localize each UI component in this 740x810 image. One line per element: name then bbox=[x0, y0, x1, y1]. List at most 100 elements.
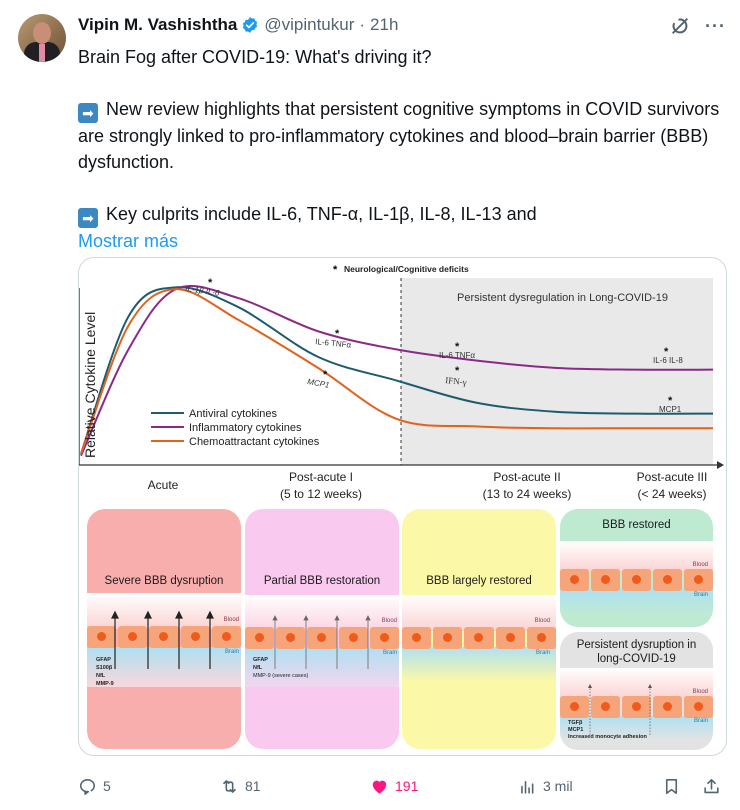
series-line-inflammatory-cytokines bbox=[80, 285, 714, 457]
panel-bbb-largely-restored: BBB largely restored Blood Brain bbox=[402, 509, 556, 749]
top-right-icons: ··· bbox=[669, 15, 726, 37]
panel-partial-bbb-restoration: Partial BBB restoration Blood Brain GFAP… bbox=[245, 509, 399, 749]
cell-nucleus bbox=[694, 702, 703, 711]
cell-nucleus bbox=[663, 575, 672, 584]
post-media-figure[interactable]: * Neurological/Cognitive deficits Persis… bbox=[78, 257, 727, 756]
share-button[interactable] bbox=[702, 772, 721, 800]
like-count: 191 bbox=[395, 778, 419, 794]
phase-range-label: (< 24 weeks) bbox=[637, 487, 706, 501]
views-button[interactable]: 3 mil bbox=[518, 772, 573, 800]
panel-title: BBB restored bbox=[602, 519, 671, 531]
brain-band bbox=[245, 647, 399, 687]
endothelial-cell bbox=[622, 569, 651, 591]
cell-nucleus bbox=[97, 632, 107, 641]
avatar-tie bbox=[39, 44, 45, 62]
endothelial-cell bbox=[560, 569, 589, 591]
endothelial-cell bbox=[180, 626, 210, 648]
endothelial-cell bbox=[245, 627, 275, 649]
cell-nucleus bbox=[601, 702, 610, 711]
panel-bbb-restored: BBB restored Blood Brain bbox=[560, 509, 713, 627]
bookmark-button[interactable] bbox=[662, 772, 681, 800]
annotation-label: IL-6 TNFα bbox=[315, 337, 352, 350]
reply-icon bbox=[79, 778, 96, 795]
marker: MCP1 bbox=[568, 727, 584, 733]
brain-band bbox=[560, 716, 713, 740]
cell-nucleus bbox=[694, 575, 703, 584]
panel-title: Partial BBB restoration bbox=[263, 575, 381, 587]
endothelial-cell bbox=[495, 627, 525, 649]
timestamp[interactable]: 21h bbox=[370, 15, 399, 34]
marker-list: GFAP S100β NfL MMP-9 bbox=[96, 656, 114, 688]
panel-title: Persistent dysruption in long-COVID-19 bbox=[560, 638, 713, 666]
brain-band bbox=[560, 589, 713, 615]
phase-range-label: (5 to 12 weeks) bbox=[280, 487, 362, 501]
blood-label: Blood bbox=[223, 617, 239, 623]
cell-nucleus bbox=[190, 632, 200, 641]
series-line-antiviral-cytokines bbox=[80, 286, 714, 455]
endothelial-cell bbox=[338, 627, 368, 649]
legend-label: Antiviral cytokines bbox=[189, 408, 278, 420]
marker: MMP-9 (severe cases) bbox=[253, 673, 309, 679]
avatar-head bbox=[33, 22, 51, 44]
legend: Antiviral cytokines Inflammatory cytokine… bbox=[151, 408, 320, 448]
endothelial-cell bbox=[402, 627, 432, 649]
blood-band bbox=[560, 541, 713, 571]
annotations: IL-1β IL-6*IL-6 TNFα*MCP1*IL-6 TNFα*IFN-… bbox=[185, 277, 684, 414]
marker-list: GFAP NfL MMP-9 (severe cases) bbox=[253, 656, 308, 680]
verified-badge-icon bbox=[243, 17, 258, 33]
endothelial-cell bbox=[369, 627, 399, 649]
display-name[interactable]: Vipin M. Vashishtha bbox=[78, 15, 238, 34]
endothelial-cell bbox=[526, 627, 556, 649]
phase-label: Acute bbox=[148, 478, 179, 492]
brain-label: Brain bbox=[535, 650, 550, 656]
repost-button[interactable]: 81 bbox=[220, 772, 261, 800]
endothelial-cell bbox=[149, 626, 179, 648]
endothelial-cell bbox=[464, 627, 494, 649]
cell-nucleus bbox=[412, 633, 422, 642]
paragraph-3-text: Key culprits include IL-6, TNF-α, IL-1β,… bbox=[106, 204, 537, 224]
panel-title-line1: Persistent dysruption in bbox=[576, 639, 697, 651]
views-count: 3 mil bbox=[543, 778, 573, 794]
deficit-star-icon: * bbox=[208, 277, 213, 289]
blood-label: Blood bbox=[692, 689, 708, 695]
marker: S100β bbox=[96, 665, 113, 671]
endothelial-cell bbox=[653, 696, 682, 718]
more-icon[interactable]: ··· bbox=[705, 16, 726, 36]
cell-nucleus bbox=[159, 632, 169, 641]
reply-button[interactable]: 5 bbox=[78, 772, 111, 800]
blood-label: Blood bbox=[381, 618, 397, 624]
cell-nucleus bbox=[286, 633, 296, 642]
post-text-paragraph-2: ➡ New review highlights that persistent c… bbox=[78, 96, 728, 175]
phase-label: Post-acute I bbox=[289, 470, 353, 484]
bookmark-icon bbox=[665, 778, 678, 794]
blood-band bbox=[402, 595, 556, 631]
post-text-line1: Brain Fog after COVID-19: What's driving… bbox=[78, 47, 432, 67]
panel-persistent-dysruption: Persistent dysruption in long-COVID-19 B… bbox=[560, 632, 713, 750]
avatar[interactable] bbox=[18, 14, 66, 62]
cell-nucleus bbox=[348, 633, 358, 642]
paragraph-2-text: New review highlights that persistent co… bbox=[78, 99, 720, 172]
panel-severe-bbb-dysruption: Severe BBB dysruption Blood Brain GFAP S… bbox=[87, 509, 241, 749]
marker-list: TGFβ MCP1 Increased monocyte adhesion bbox=[568, 720, 647, 741]
handle[interactable]: @vipintukur bbox=[264, 15, 355, 34]
like-button[interactable]: 191 bbox=[370, 772, 418, 800]
cell-nucleus bbox=[221, 632, 231, 641]
cell-nucleus bbox=[536, 633, 546, 642]
cell-nucleus bbox=[570, 702, 579, 711]
endothelial-cell bbox=[560, 696, 589, 718]
cell-nucleus bbox=[255, 633, 265, 642]
brain-label: Brain bbox=[224, 649, 239, 655]
endothelial-cell bbox=[87, 626, 117, 648]
blood-label: Blood bbox=[534, 618, 550, 624]
grok-icon[interactable] bbox=[669, 15, 691, 37]
reply-count: 5 bbox=[103, 778, 111, 794]
marker: NfL bbox=[253, 665, 263, 671]
show-more-link[interactable]: Mostrar más bbox=[78, 231, 179, 251]
blood-label: Blood bbox=[692, 562, 708, 568]
endothelial-cell bbox=[118, 626, 148, 648]
x-axis-arrow bbox=[717, 461, 724, 469]
legend-label: Inflammatory cytokines bbox=[189, 422, 302, 434]
deficit-star-icon: * bbox=[668, 395, 673, 407]
cell-nucleus bbox=[128, 632, 138, 641]
phase-label: Post-acute III bbox=[637, 470, 708, 484]
